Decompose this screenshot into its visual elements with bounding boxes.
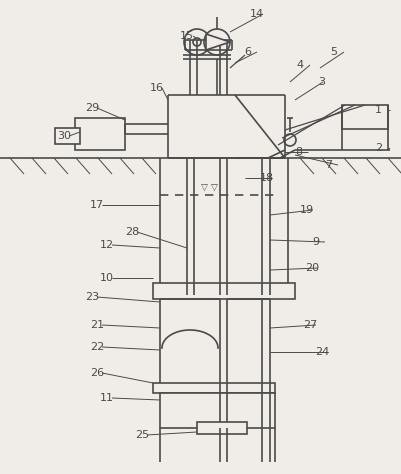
Text: 28: 28 <box>125 227 139 237</box>
Text: 4: 4 <box>295 60 302 70</box>
Text: 3: 3 <box>317 77 324 87</box>
Text: 27: 27 <box>302 320 316 330</box>
Text: 15: 15 <box>180 31 194 41</box>
Text: 16: 16 <box>150 83 164 93</box>
Bar <box>153 383 274 393</box>
Text: 5: 5 <box>329 47 336 57</box>
Text: 2: 2 <box>374 143 381 153</box>
Bar <box>160 393 274 428</box>
Bar <box>341 105 387 129</box>
Polygon shape <box>205 34 229 50</box>
Text: ▽: ▽ <box>200 184 207 193</box>
Text: 23: 23 <box>85 292 99 302</box>
Bar <box>196 422 246 434</box>
Text: 1: 1 <box>374 105 381 115</box>
Text: 14: 14 <box>249 9 263 19</box>
Text: 22: 22 <box>90 342 104 352</box>
Text: 29: 29 <box>85 103 99 113</box>
Text: 18: 18 <box>259 173 273 183</box>
Text: 10: 10 <box>100 273 114 283</box>
Bar <box>75 118 125 150</box>
Bar <box>55 128 80 144</box>
Text: 21: 21 <box>90 320 104 330</box>
Text: 17: 17 <box>90 200 104 210</box>
Text: 26: 26 <box>90 368 104 378</box>
Text: 6: 6 <box>243 47 250 57</box>
Text: 25: 25 <box>135 430 149 440</box>
Text: 24: 24 <box>314 347 328 357</box>
Bar <box>153 283 294 299</box>
Text: 19: 19 <box>299 205 313 215</box>
Text: 11: 11 <box>100 393 114 403</box>
Text: ▽: ▽ <box>210 184 217 193</box>
Text: 7: 7 <box>324 160 331 170</box>
Text: 30: 30 <box>57 131 71 141</box>
Text: 9: 9 <box>311 237 318 247</box>
Text: 20: 20 <box>304 263 318 273</box>
Text: 8: 8 <box>294 147 302 157</box>
Text: 12: 12 <box>100 240 114 250</box>
